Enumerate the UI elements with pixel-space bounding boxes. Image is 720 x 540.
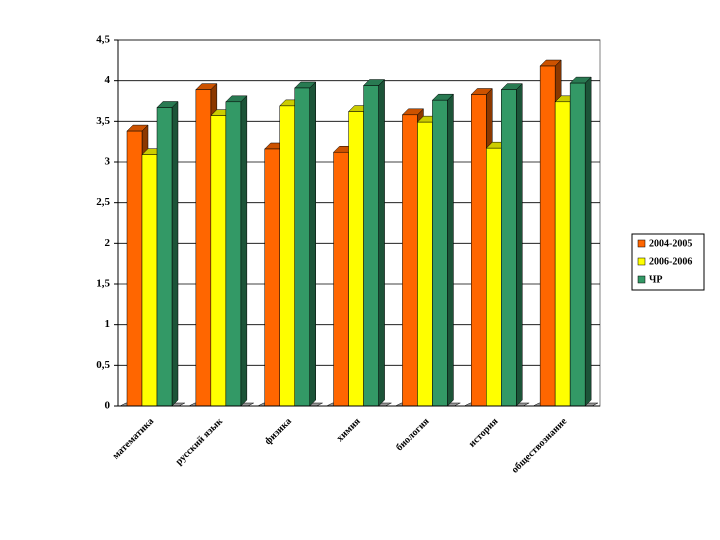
bar: [554, 101, 571, 407]
bar: [294, 87, 310, 407]
bar: [501, 89, 517, 407]
bar: [432, 99, 448, 407]
bar: [225, 101, 242, 407]
bar: [569, 82, 586, 407]
bar: [126, 130, 143, 407]
bar: [363, 85, 379, 407]
bar-side: [516, 83, 523, 407]
bar: [141, 154, 158, 407]
x-tick-label: биология: [394, 416, 432, 454]
y-tick-label: 3,5: [96, 115, 110, 127]
x-tick-label: физика: [263, 416, 294, 447]
bar: [348, 111, 364, 407]
legend-label: ЧР: [649, 274, 662, 285]
legend: 2004-2005 2006-2006 ЧР: [631, 233, 705, 291]
bar: [333, 151, 349, 407]
x-tick-label: химия: [335, 416, 364, 445]
y-tick-label: 3: [105, 156, 111, 168]
bar-side: [309, 81, 316, 407]
bar: [539, 65, 556, 407]
bar-side: [447, 93, 454, 407]
x-tick-label: обществознание: [510, 416, 570, 476]
y-tick-label: 4: [105, 74, 111, 86]
x-tick-label: история: [467, 416, 501, 450]
legend-swatch: [637, 239, 646, 248]
bar: [279, 105, 295, 407]
bar: [417, 121, 433, 407]
bar-side: [240, 95, 248, 407]
legend-label: 2004-2005: [649, 238, 692, 249]
legend-label: 2006-2006: [649, 256, 692, 267]
y-tick-label: 2,5: [96, 196, 110, 208]
legend-swatch: [637, 257, 646, 266]
y-tick-label: 1: [105, 318, 111, 330]
y-tick-label: 0: [105, 400, 111, 412]
bar: [471, 94, 487, 407]
x-tick-label: русский язык: [174, 416, 226, 468]
bar-side: [584, 76, 592, 407]
legend-swatch: [637, 275, 646, 284]
bar-side: [378, 78, 385, 407]
bar: [195, 89, 212, 407]
bar: [402, 114, 418, 407]
bar: [264, 148, 280, 407]
bar: [486, 147, 502, 407]
y-tick-label: 4,5: [96, 34, 110, 46]
bar: [156, 107, 173, 407]
y-tick-label: 0,5: [96, 359, 110, 371]
bar-side: [171, 100, 179, 407]
bar: [210, 115, 227, 407]
y-tick-label: 1,5: [96, 278, 110, 290]
x-tick-label: математика: [110, 416, 156, 462]
y-tick-label: 2: [105, 237, 111, 249]
